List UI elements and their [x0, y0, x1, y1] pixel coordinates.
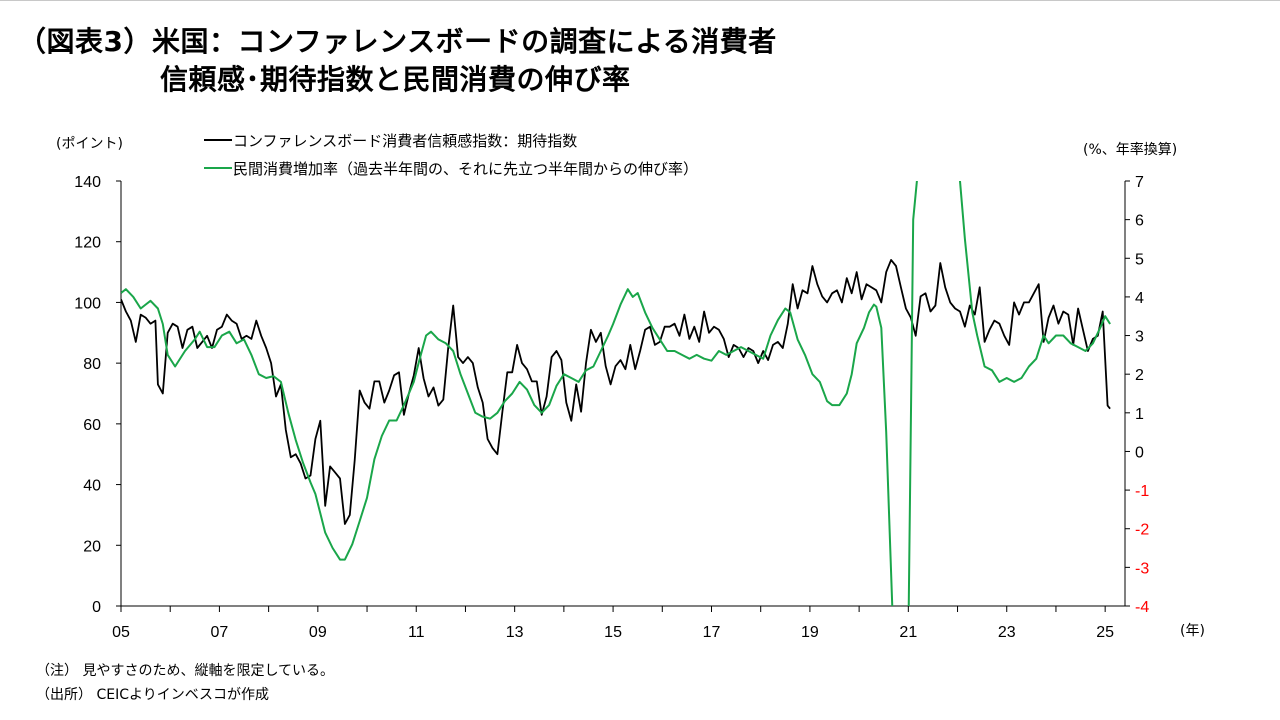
series-layer	[121, 181, 1111, 606]
right-tick-label: -4	[1135, 599, 1149, 616]
right-tick-label: -2	[1135, 522, 1149, 539]
left-tick-label: 20	[83, 538, 101, 555]
left-tick-label: 120	[74, 235, 101, 252]
series-line-expectations-index	[121, 259, 1111, 525]
right-tick-label: 5	[1135, 251, 1144, 268]
right-tick-label: 3	[1135, 329, 1144, 346]
legend-label-expectations: コンファレンスボード消費者信頼感指数：期待指数	[233, 132, 577, 150]
right-tick-label: 6	[1135, 213, 1144, 230]
left-tick-label: 100	[74, 295, 101, 312]
x-tick-label: 13	[506, 624, 524, 641]
chart-note: （注） 見やすさのため、縦軸を限定している。	[36, 663, 335, 679]
chart-source: （出所） CEICよりインベスコが作成	[36, 687, 269, 703]
x-tick-label: 09	[309, 624, 327, 641]
left-tick-label: 80	[83, 356, 101, 373]
legend-label-consumption: 民間消費増加率（過去半年間の、それに先立つ半年間からの伸び率）	[233, 160, 698, 178]
chart-title-line1: （図表3）米国：コンファレンスボードの調査による消費者	[18, 25, 777, 58]
legend: コンファレンスボード消費者信頼感指数：期待指数 民間消費増加率（過去半年間の、そ…	[204, 132, 698, 178]
right-tick-label: -3	[1135, 560, 1149, 577]
top-rule	[0, 0, 1280, 1]
x-tick-label: 05	[112, 624, 130, 641]
x-tick-label: 11	[408, 624, 425, 641]
right-tick-label: 2	[1135, 367, 1144, 384]
x-tick-label: 15	[604, 624, 622, 641]
x-tick-label: 25	[1096, 624, 1114, 641]
left-tick-label: 60	[83, 417, 101, 434]
x-tick-label: 19	[801, 624, 819, 641]
chart-title-line2: 信頼感･期待指数と民間消費の伸び率	[160, 63, 631, 96]
right-tick-label: -1	[1135, 483, 1149, 500]
left-tick-label: 140	[74, 174, 101, 191]
x-tick-label: 17	[703, 624, 721, 641]
x-tick-label: 07	[211, 624, 229, 641]
x-tick-label: 23	[998, 624, 1016, 641]
left-axis-unit: (ポイント)	[56, 136, 123, 152]
x-axis-unit: (年)	[1180, 623, 1205, 639]
right-tick-label: 1	[1135, 406, 1144, 423]
right-axis-unit: (%、年率換算)	[1083, 142, 1178, 158]
series-line-consumption-growth	[121, 181, 1111, 606]
right-tick-label: 7	[1135, 174, 1144, 191]
left-tick-label: 0	[92, 599, 101, 616]
x-tick-label: 21	[899, 624, 917, 641]
right-tick-label: 4	[1135, 290, 1144, 307]
left-tick-label: 40	[83, 478, 101, 495]
right-tick-label: 0	[1135, 444, 1144, 461]
